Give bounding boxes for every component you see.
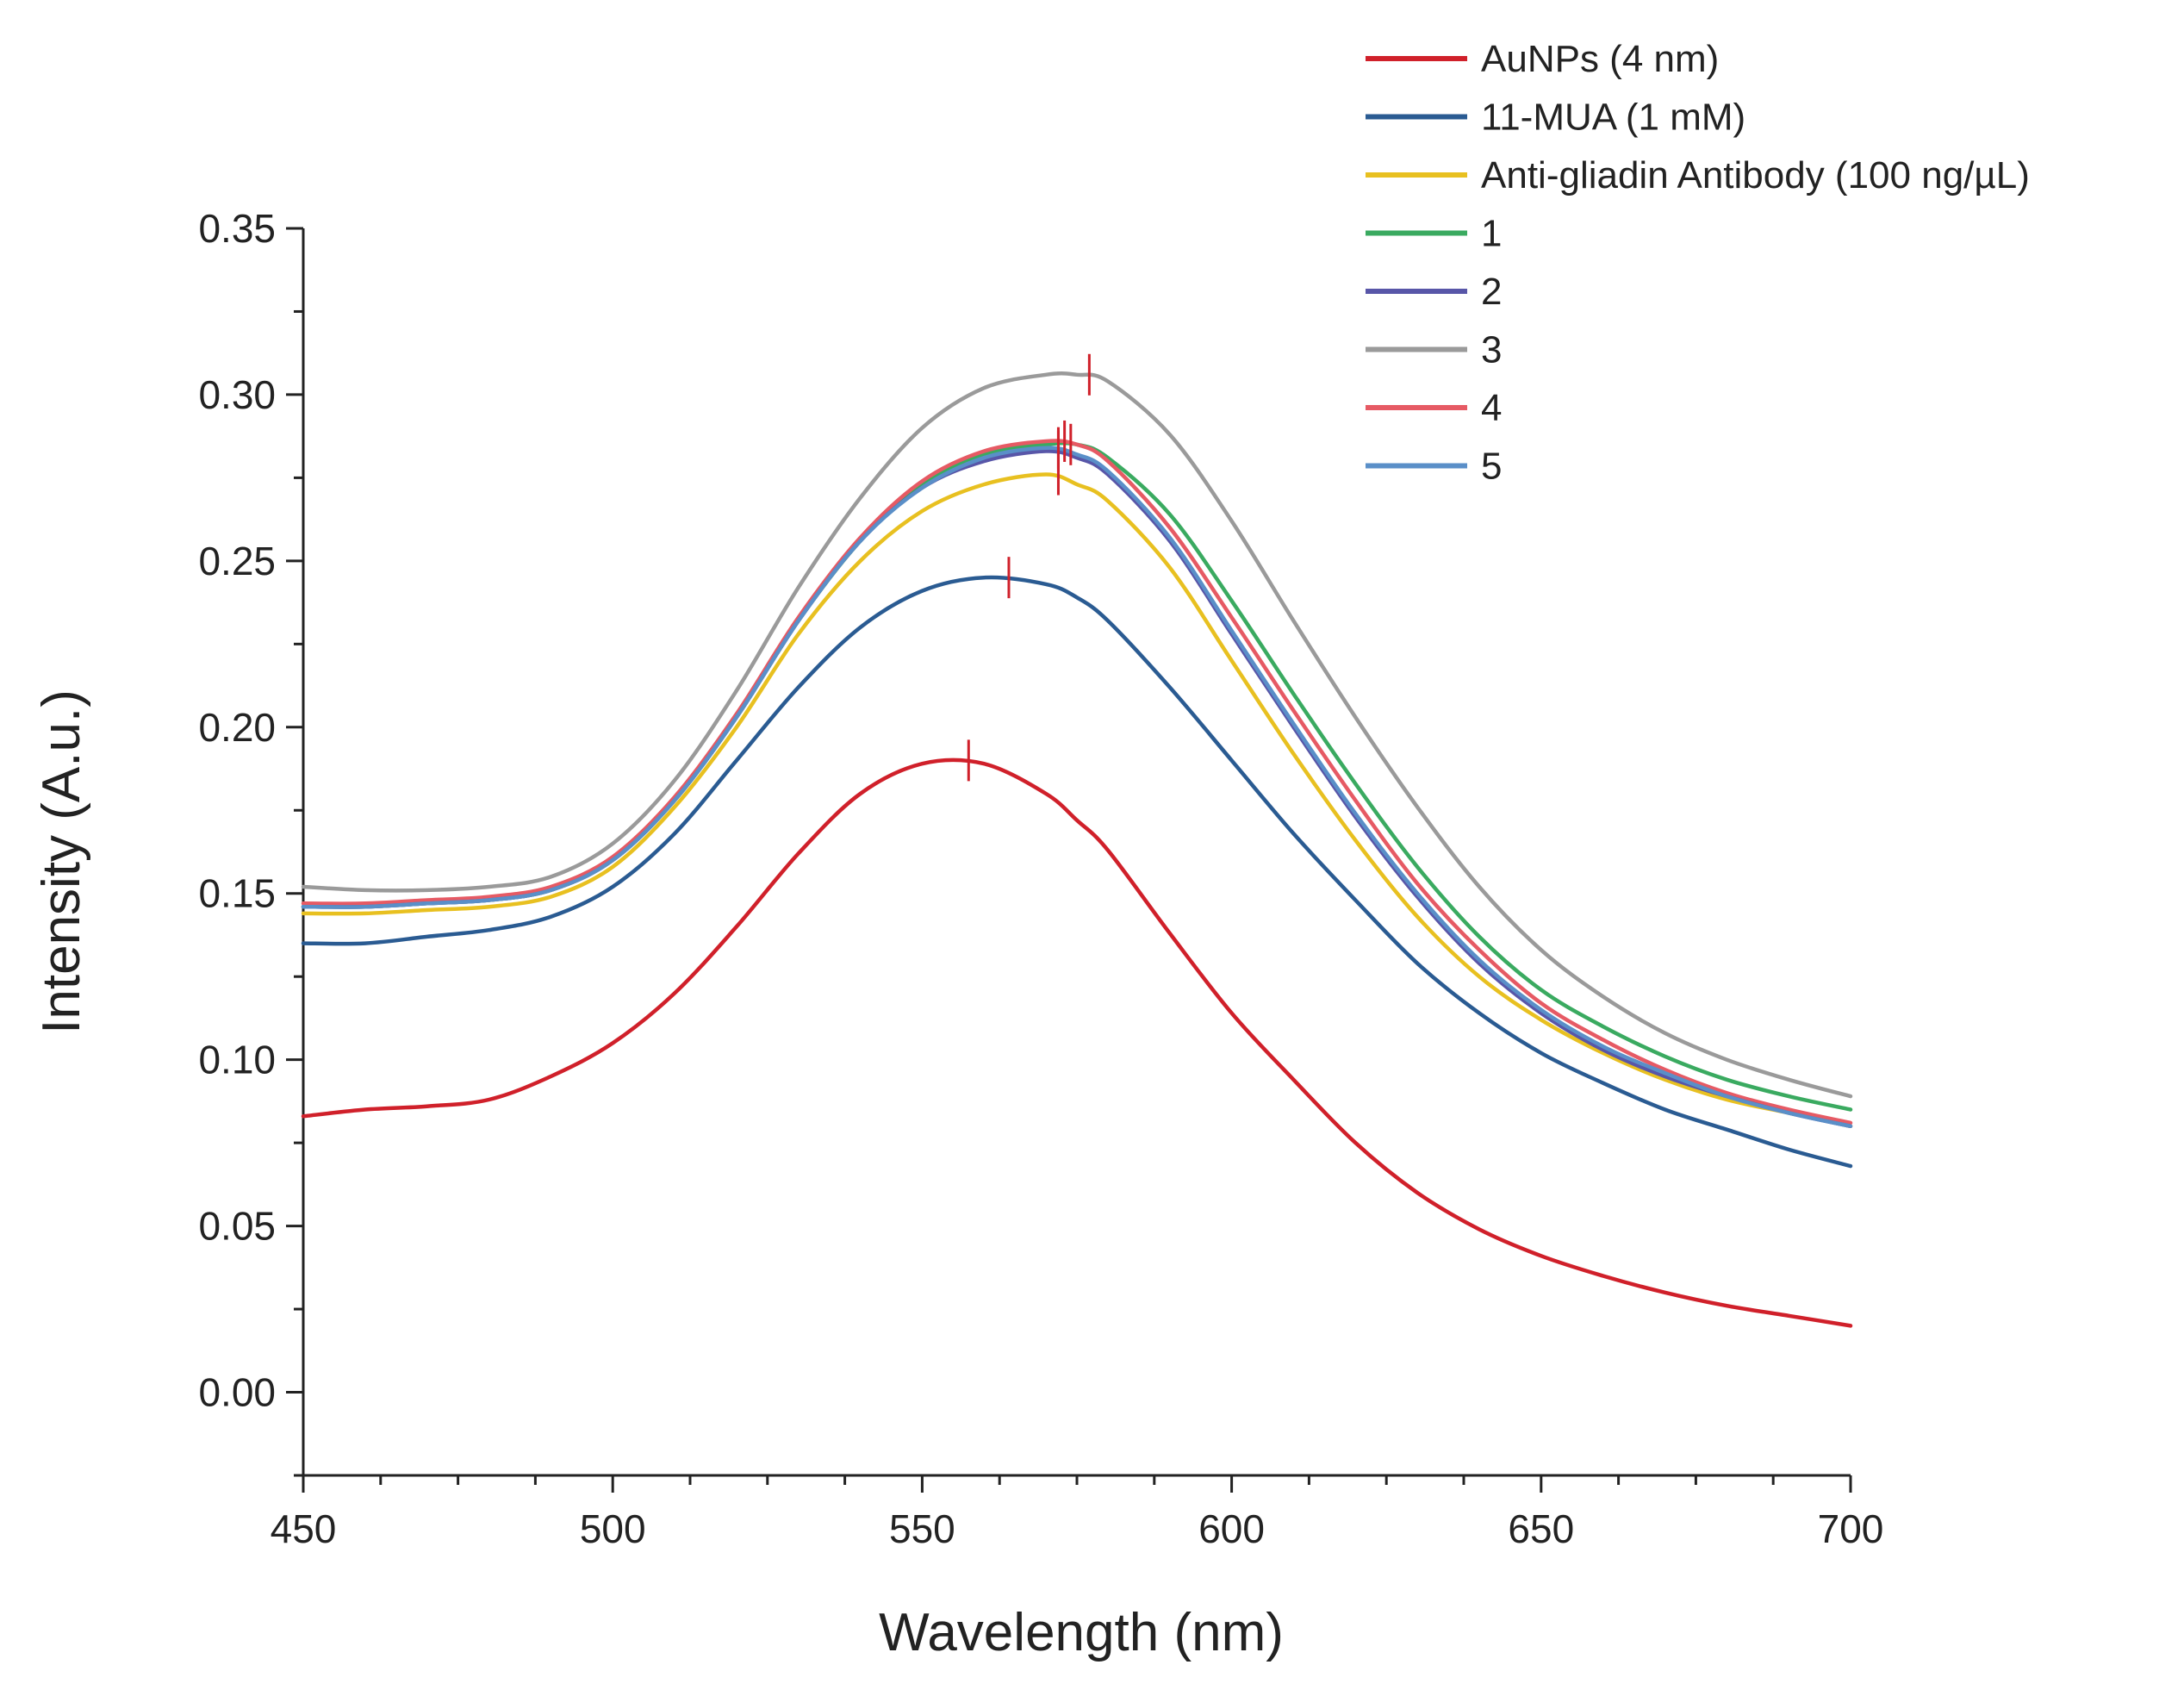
series-line (301, 758, 1853, 1328)
legend: AuNPs (4 nm) 11-MUA (1 mM) Anti-gliadin An… (1366, 38, 2030, 488)
x-tick-label: 450 (271, 1506, 337, 1551)
legend-label: 1 (1481, 213, 1502, 255)
x-tick-label: 550 (889, 1506, 955, 1551)
series-line (301, 371, 1853, 1099)
axes (302, 228, 1851, 1477)
series-lines (301, 371, 1853, 1328)
legend-label: 4 (1481, 387, 1502, 429)
y-tick-label: 0.20 (198, 705, 276, 750)
y-tick-label: 0.15 (198, 871, 276, 916)
y-tick-label: 0.35 (198, 206, 276, 251)
x-tick-label: 600 (1198, 1506, 1265, 1551)
legend-label: 11-MUA (1 mM) (1481, 97, 1745, 139)
legend-label: Anti-gliadin Antibody (100 ng/µL) (1481, 154, 2030, 196)
x-tick-label: 700 (1818, 1506, 1884, 1551)
series-line (301, 575, 1853, 1169)
x-tick-label: 650 (1508, 1506, 1574, 1551)
y-tick-label: 0.10 (198, 1038, 276, 1082)
series-line (301, 446, 1853, 1129)
y-tick-label: 0.05 (198, 1204, 276, 1249)
series-line (301, 440, 1853, 1112)
y-tick-label: 0.25 (198, 539, 276, 583)
series-line (301, 449, 1853, 1129)
tick-labels: 450 500 550 600 650 700 0.00 0.05 0.10 0.15 0.20 0.… (198, 206, 1883, 1551)
y-tick-label: 0.00 (198, 1370, 276, 1415)
ticks (286, 227, 1852, 1493)
legend-label: 5 (1481, 446, 1502, 488)
x-tick-label: 500 (580, 1506, 646, 1551)
legend-label: AuNPs (4 nm) (1481, 38, 1719, 80)
legend-label: 2 (1481, 271, 1502, 313)
x-axis-title: Wavelength (nm) (879, 1603, 1284, 1662)
y-axis-title: Intensity (A.u.) (32, 689, 91, 1034)
peak-markers (967, 353, 1091, 782)
series-line (301, 472, 1853, 1129)
series-line (301, 439, 1853, 1125)
legend-label: 3 (1481, 329, 1502, 371)
y-tick-label: 0.30 (198, 372, 276, 417)
